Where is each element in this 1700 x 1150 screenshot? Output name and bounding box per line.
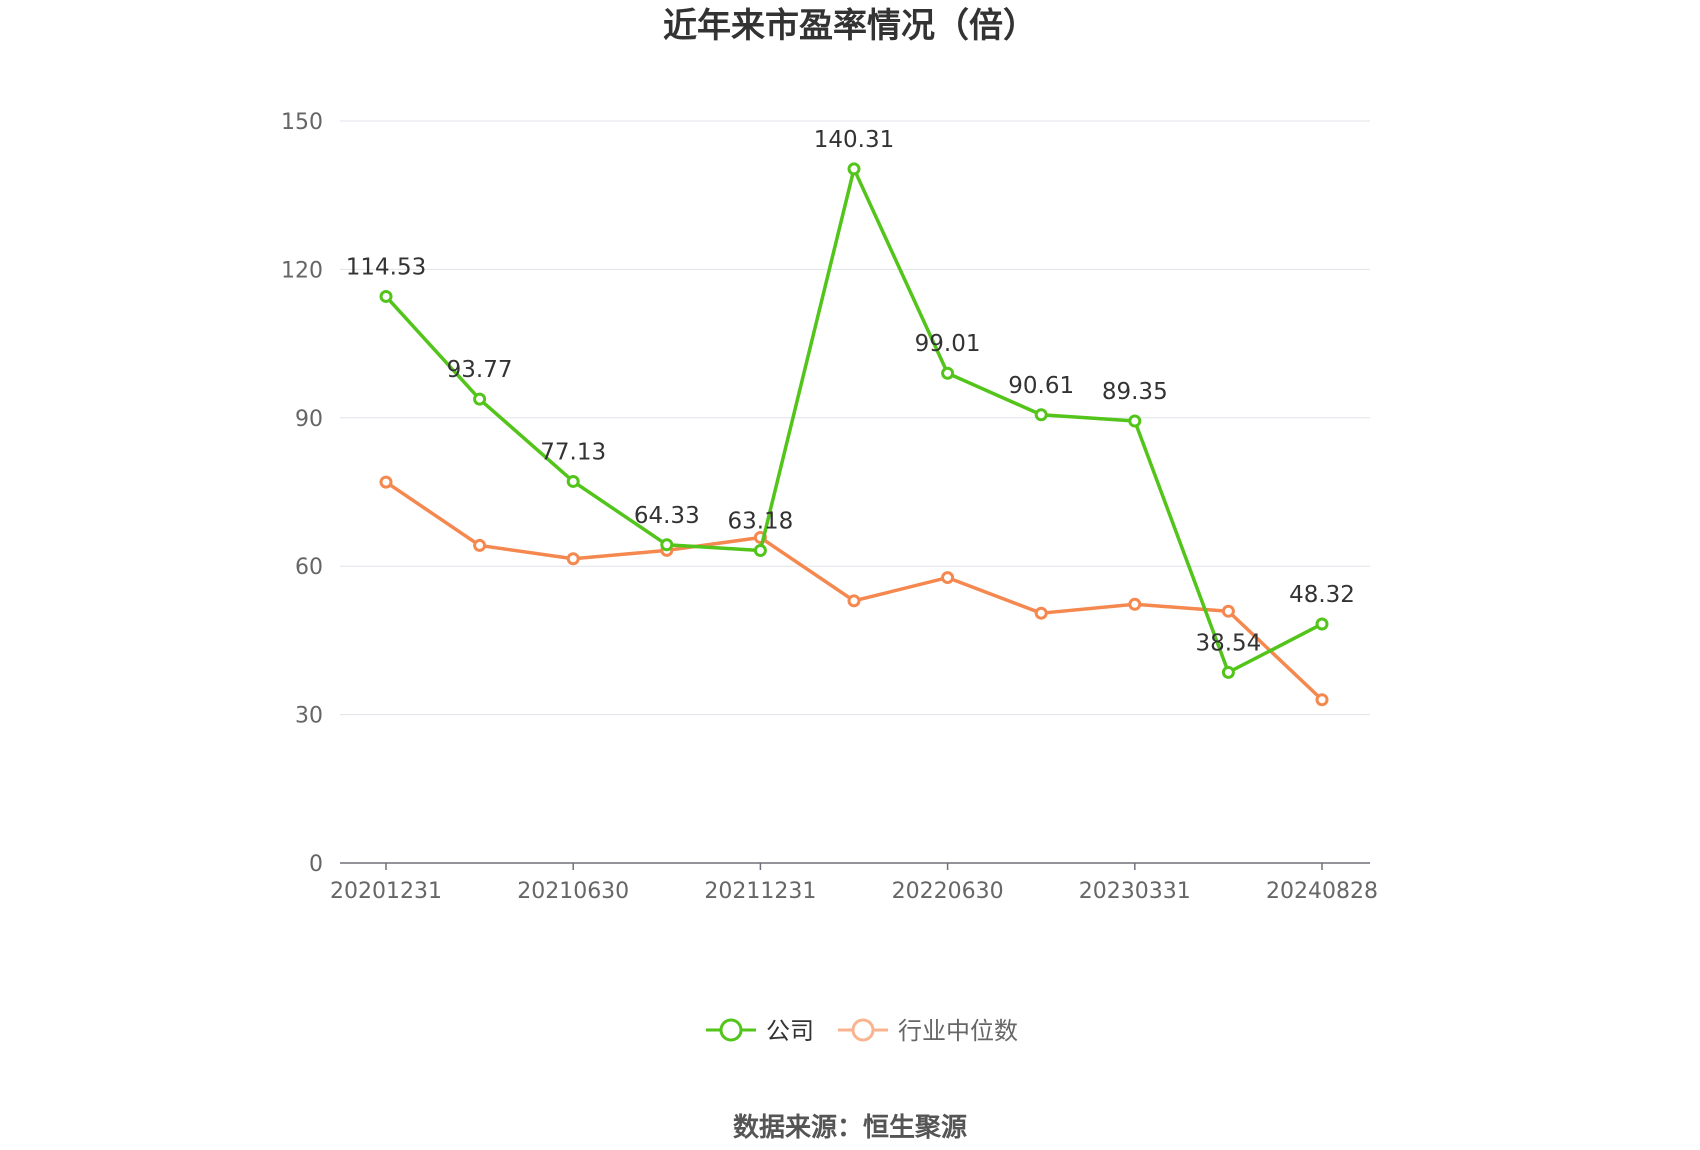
data-point[interactable] — [941, 571, 955, 585]
data-source: 数据来源：恒生聚源 — [733, 1113, 967, 1143]
data-label: 48.32 — [1289, 582, 1355, 608]
y-tick-label: 120 — [281, 258, 323, 283]
data-label: 63.18 — [727, 508, 793, 534]
data-point[interactable] — [473, 538, 487, 552]
y-tick-label: 30 — [295, 704, 323, 729]
chart-title: 近年来市盈率情况（倍） — [663, 6, 1037, 46]
data-label: 140.31 — [814, 127, 894, 153]
y-tick-label: 0 — [309, 852, 323, 877]
data-point[interactable] — [1315, 693, 1329, 707]
y-tick-label: 60 — [295, 555, 323, 580]
data-point[interactable] — [753, 543, 767, 557]
data-label: 114.53 — [346, 254, 426, 280]
data-point[interactable] — [847, 162, 861, 176]
data-label: 93.77 — [447, 357, 513, 383]
x-axis-ticks: 20201231 20210630 20211231 20220630 20230331… — [330, 863, 1378, 904]
data-point[interactable] — [941, 366, 955, 380]
legend-company-marker — [719, 1018, 743, 1042]
x-tick-label: 20210630 — [517, 879, 629, 904]
legend[interactable]: 公司 行业中位数 — [706, 1017, 1018, 1045]
data-label: 99.01 — [915, 331, 981, 357]
data-point[interactable] — [1221, 604, 1235, 618]
data-point[interactable] — [1128, 414, 1142, 428]
data-label: 64.33 — [634, 503, 700, 529]
x-tick-label: 20230331 — [1079, 879, 1191, 904]
data-point[interactable] — [566, 552, 580, 566]
x-tick-label: 20240828 — [1266, 879, 1378, 904]
legend-item-company[interactable]: 公司 — [706, 1017, 814, 1045]
data-point[interactable] — [379, 475, 393, 489]
data-point[interactable] — [1034, 408, 1048, 422]
legend-item-industry[interactable]: 行业中位数 — [838, 1017, 1018, 1045]
data-label: 38.54 — [1195, 630, 1261, 656]
data-point[interactable] — [379, 289, 393, 303]
data-point[interactable] — [660, 538, 674, 552]
data-point[interactable] — [1221, 665, 1235, 679]
y-tick-label: 90 — [295, 407, 323, 432]
y-tick-label: 150 — [281, 110, 323, 135]
x-tick-label: 20220630 — [892, 879, 1004, 904]
y-axis-ticks: 0 30 60 90 120 150 — [281, 110, 323, 877]
x-tick-label: 20201231 — [330, 879, 442, 904]
data-point[interactable] — [473, 392, 487, 406]
data-label: 77.13 — [540, 439, 606, 465]
legend-industry-marker — [851, 1018, 875, 1042]
series-line-1 — [385, 480, 1324, 702]
grid-lines — [340, 120, 1370, 716]
data-point[interactable] — [1128, 597, 1142, 611]
legend-company-label: 公司 — [766, 1017, 814, 1045]
legend-industry-label: 行业中位数 — [898, 1017, 1018, 1045]
data-point[interactable] — [1315, 617, 1329, 631]
data-point[interactable] — [1034, 606, 1048, 620]
data-point[interactable] — [847, 594, 861, 608]
data-point[interactable] — [566, 474, 580, 488]
data-label: 89.35 — [1102, 379, 1168, 405]
data-labels: 114.53 93.77 77.13 64.33 63.18 140.31 99.01 90.… — [346, 127, 1355, 656]
data-label: 90.61 — [1008, 373, 1074, 399]
series-lines — [379, 162, 1329, 707]
x-tick-label: 20211231 — [704, 879, 816, 904]
